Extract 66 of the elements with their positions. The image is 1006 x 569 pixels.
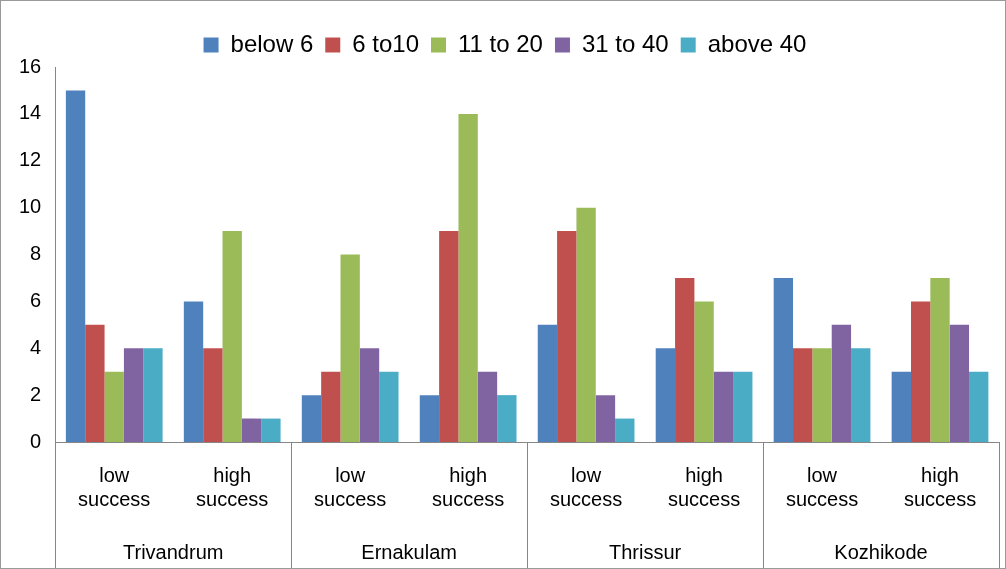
bar: [773, 277, 794, 442]
bar: [595, 395, 616, 442]
bar: [576, 207, 596, 442]
bar: [537, 324, 558, 442]
x-tick-label: high success: [903, 463, 977, 510]
bar: [143, 348, 163, 442]
bar: [222, 231, 242, 442]
text: Ernakulam: [361, 540, 457, 563]
bar: [831, 324, 852, 442]
x-tick-label: high success: [196, 463, 269, 510]
text: Thrissur: [608, 540, 682, 563]
y-tick-label: 4: [30, 335, 42, 358]
legend-label: 6 to10: [352, 29, 419, 57]
bar: [340, 254, 360, 442]
bar: [793, 348, 813, 442]
bar: [733, 371, 753, 442]
bar: [261, 418, 281, 442]
bar: [497, 395, 517, 442]
bar: [675, 277, 695, 442]
bar: [655, 348, 676, 442]
bar: [301, 395, 322, 442]
legend-label: 31 to 40: [581, 29, 669, 57]
bar: [203, 348, 223, 442]
y-tick-label: 8: [30, 242, 42, 265]
bar: [458, 113, 478, 442]
bar: [65, 90, 86, 442]
bar: [911, 301, 931, 442]
bar: [851, 348, 871, 442]
y-tick-label: 0: [30, 429, 42, 452]
bar: [321, 371, 341, 442]
bar: [949, 324, 970, 442]
legend-label: below 6: [230, 29, 314, 57]
x-tick-label: low success: [314, 463, 387, 510]
bar: [439, 231, 459, 442]
legend-label: above 40: [707, 29, 807, 57]
bar: [123, 348, 144, 442]
text: Trivandrum: [123, 540, 224, 563]
y-tick-label: 6: [30, 288, 42, 311]
bar: [694, 301, 714, 442]
x-tick-label: high success: [667, 463, 741, 510]
x-tick-label: low success: [549, 463, 623, 510]
bar: [930, 277, 950, 442]
bar: [615, 418, 635, 442]
bar: [241, 418, 262, 442]
y-tick-label: 10: [19, 195, 42, 218]
y-tick-label: 2: [30, 382, 42, 405]
y-tick-label: 12: [19, 148, 42, 171]
bar: [713, 371, 734, 442]
x-tick-label: low success: [785, 463, 859, 510]
bar: [969, 371, 989, 442]
bar: [85, 324, 105, 442]
bar: [891, 371, 911, 442]
y-tick-label: 16: [19, 54, 42, 77]
bar: [557, 231, 577, 442]
bar: [419, 395, 440, 442]
bar: [359, 348, 380, 442]
bar: [104, 371, 124, 442]
x-tick-label: high success: [432, 463, 505, 510]
legend-label: 11 to 20: [458, 29, 543, 57]
bar: [379, 371, 399, 442]
bar: [183, 301, 204, 442]
bar: [812, 348, 832, 442]
x-tick-label: low success: [78, 463, 151, 510]
bar: [477, 371, 498, 442]
y-tick-label: 14: [19, 101, 42, 124]
text: Kozhikode: [834, 540, 928, 563]
